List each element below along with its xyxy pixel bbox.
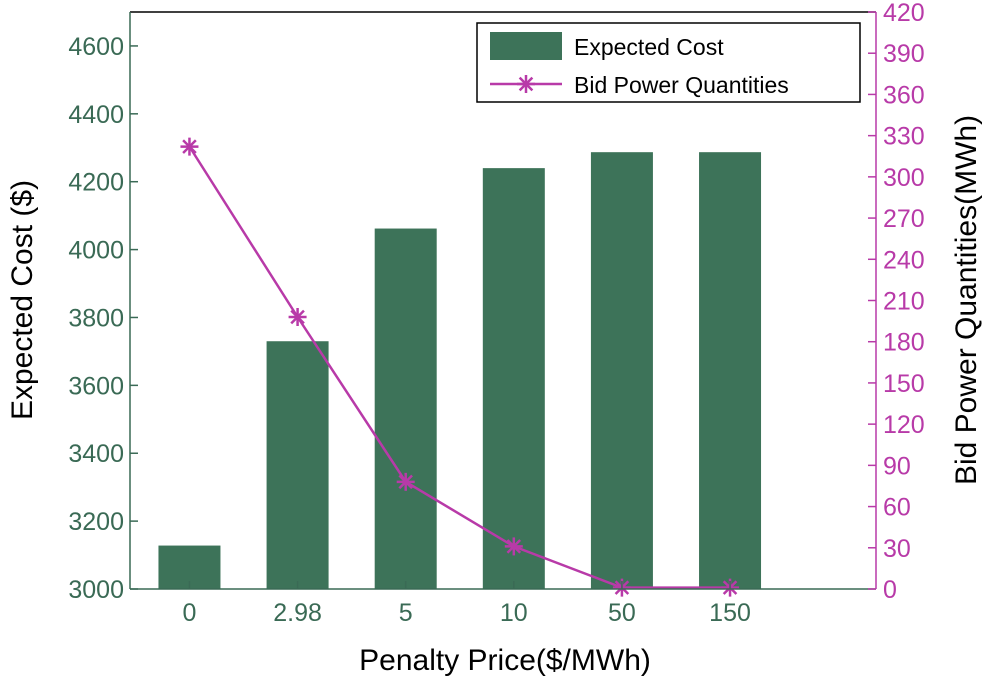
x-tick-label-2.98: 2.98 [273, 599, 322, 627]
right-tick-label-0: 0 [883, 576, 897, 604]
x-tick-label-150: 150 [709, 599, 751, 627]
bid-power-line [188, 145, 731, 589]
x-tick-label-50: 50 [608, 599, 636, 627]
bars-layer [158, 152, 762, 590]
left-tick-label-4400: 4400 [68, 101, 124, 129]
right-tick-label-360: 360 [883, 81, 925, 109]
bar-5 [374, 228, 437, 590]
left-tick-label-3000: 3000 [68, 576, 124, 604]
right-tick-label-150: 150 [883, 370, 925, 398]
right-tick-label-420: 420 [883, 0, 925, 27]
x-tick-label-0: 0 [183, 599, 197, 627]
left-axis-ticks: 3000 3200 3400 3600 3800 4000 4200 4400 4600 [68, 33, 138, 604]
bar-10 [482, 168, 545, 589]
line-point-10 [504, 537, 523, 556]
left-tick-label-3800: 3800 [68, 304, 124, 332]
left-axis-label: Expected Cost ($) [6, 180, 39, 420]
legend-swatch-expected-cost [490, 32, 562, 60]
right-tick-label-300: 300 [883, 164, 925, 192]
left-tick-label-3400: 3400 [68, 440, 124, 468]
x-axis-ticks: 0 2.98 5 10 50 150 [183, 581, 751, 627]
right-tick-label-180: 180 [883, 329, 925, 357]
bar-50 [590, 152, 653, 589]
right-axis-ticks: 0 30 60 90 120 150 180 210 240 270 300 330 360 390 420 [868, 0, 925, 604]
legend-label-expected-cost: Expected Cost [574, 34, 724, 60]
bar-150 [699, 152, 762, 589]
right-tick-label-390: 390 [883, 40, 925, 68]
bar-2.98 [266, 341, 329, 589]
x-tick-label-10: 10 [500, 599, 528, 627]
right-tick-label-270: 270 [883, 205, 925, 233]
line-layer [180, 137, 740, 597]
right-tick-label-330: 330 [883, 123, 925, 151]
right-tick-label-90: 90 [883, 452, 911, 480]
right-tick-label-30: 30 [883, 535, 911, 563]
legend-label-bid-power-quantities: Bid Power Quantities [574, 72, 789, 98]
right-tick-label-60: 60 [883, 494, 911, 522]
x-tick-label-5: 5 [399, 599, 413, 627]
left-tick-label-4200: 4200 [68, 169, 124, 197]
line-point-5 [396, 472, 415, 491]
right-tick-label-210: 210 [883, 288, 925, 316]
right-tick-label-240: 240 [883, 246, 925, 274]
line-point-0 [180, 137, 199, 156]
left-tick-label-3600: 3600 [68, 372, 124, 400]
legend: Expected Cost Bid Power Quantities [476, 22, 861, 103]
right-tick-label-120: 120 [883, 411, 925, 439]
left-tick-label-3200: 3200 [68, 508, 124, 536]
left-tick-label-4600: 4600 [68, 33, 124, 61]
right-axis-label: Bid Power Quantities(MWh) [950, 115, 983, 485]
legend-marker-star [517, 75, 535, 93]
left-tick-label-4000: 4000 [68, 237, 124, 265]
legend-star [517, 75, 535, 93]
x-axis-label: Penalty Price($/MWh) [359, 644, 651, 677]
line-point-2.98 [288, 307, 307, 326]
